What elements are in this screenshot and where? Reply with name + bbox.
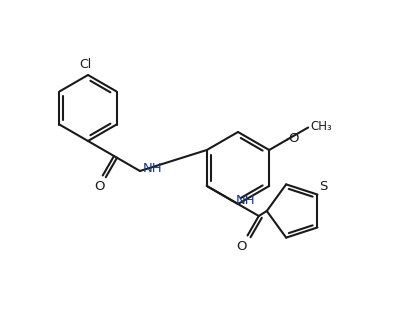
Text: O: O: [236, 240, 247, 254]
Text: O: O: [94, 180, 105, 194]
Text: CH₃: CH₃: [310, 120, 332, 133]
Text: NH: NH: [236, 194, 256, 207]
Text: NH: NH: [143, 162, 162, 175]
Text: O: O: [288, 132, 299, 145]
Text: Cl: Cl: [79, 58, 91, 71]
Text: S: S: [320, 179, 328, 193]
